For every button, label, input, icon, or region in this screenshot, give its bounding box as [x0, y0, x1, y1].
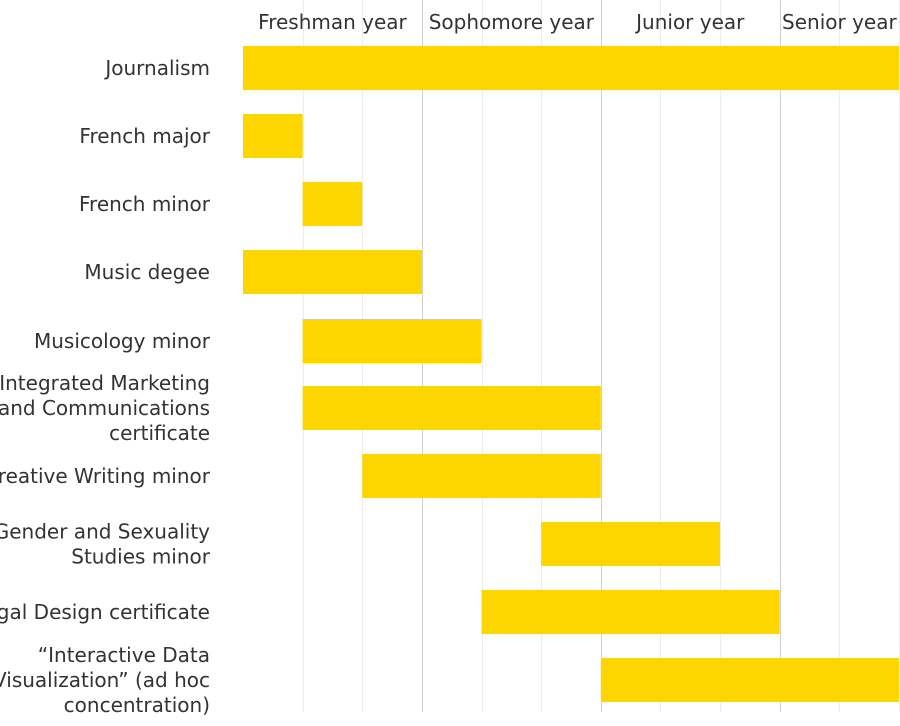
- year-label: Freshman year: [258, 10, 407, 34]
- category-label: French major: [79, 124, 210, 148]
- category-label: Creative Writing minor: [0, 464, 211, 488]
- category-label: Segal Design certificate: [0, 600, 210, 624]
- range-bar: [541, 522, 721, 566]
- category-label: “Interactive Data Visualization” (ad hoc c…: [0, 643, 210, 717]
- category-label: Musicology minor: [34, 329, 211, 353]
- bars: [243, 46, 899, 702]
- category-label: Gender and Sexuality Studies minor: [0, 520, 211, 569]
- range-bar: [243, 114, 303, 158]
- category-label: French minor: [79, 192, 211, 216]
- range-bar: [243, 46, 899, 90]
- range-bar: [302, 319, 482, 363]
- range-bar: [362, 454, 601, 498]
- category-label: Journalism: [103, 56, 210, 80]
- category-label: Integrated Marketing and Communications ce…: [0, 371, 210, 445]
- year-label: Sophomore year: [429, 10, 595, 34]
- range-bar: [600, 658, 899, 702]
- year-label: Senior year: [782, 10, 897, 34]
- range-bar: [243, 250, 422, 294]
- category-label: Music degee: [84, 260, 210, 284]
- year-axis: Freshman year Sophomore year Junior year Se…: [258, 10, 897, 34]
- category-labels: Journalism French major French minor Music …: [0, 56, 211, 717]
- range-bar: [302, 386, 601, 430]
- range-bar: [481, 590, 780, 634]
- range-bar: [302, 182, 363, 226]
- year-label: Junior year: [634, 10, 745, 34]
